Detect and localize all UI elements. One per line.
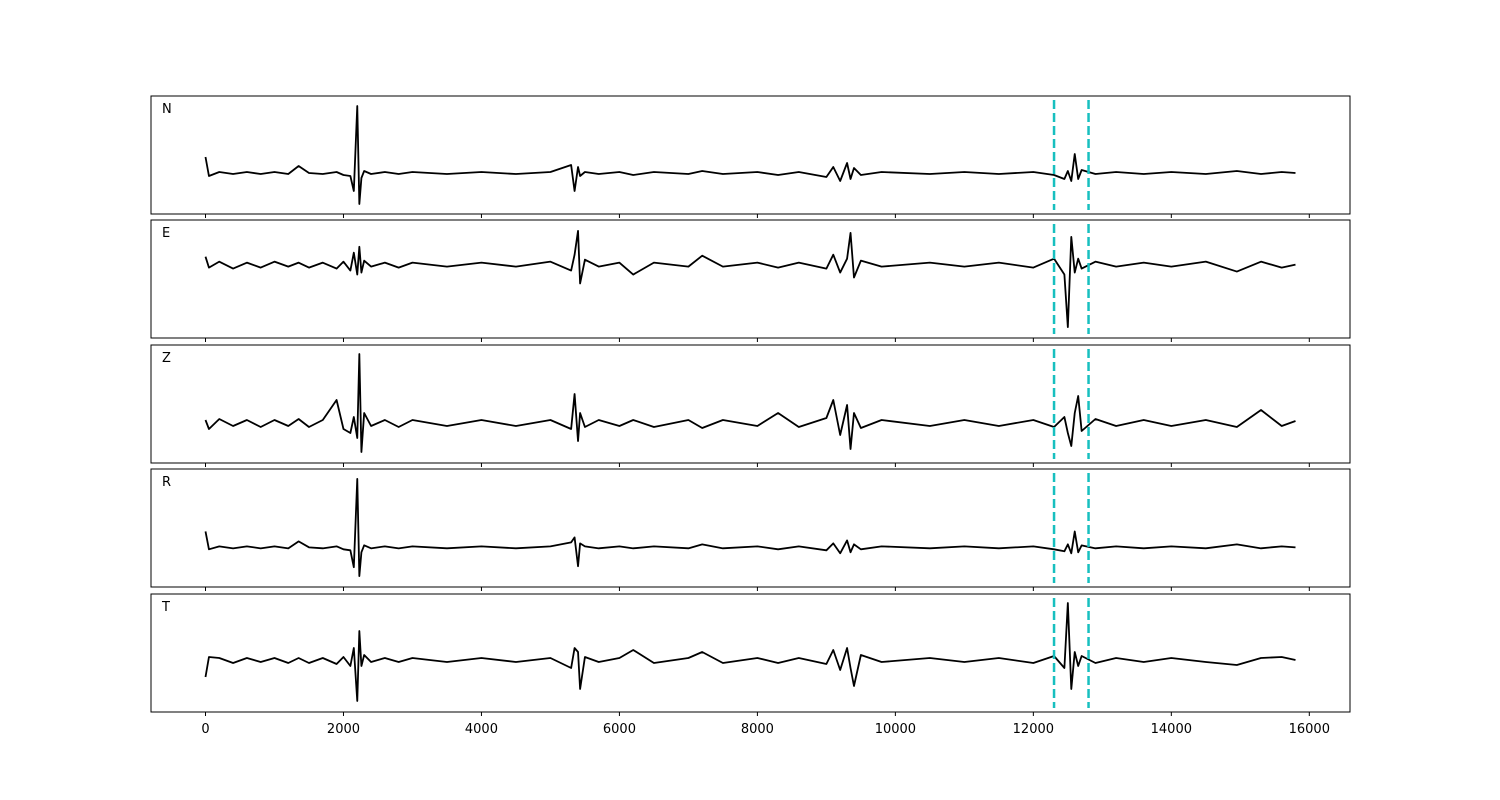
panel-label: R <box>162 475 171 490</box>
trace <box>204 602 1296 702</box>
x-tick-label: 14000 <box>1151 722 1192 737</box>
panel-frame <box>150 219 1351 339</box>
panel-frame <box>150 593 1351 713</box>
panel-label: N <box>162 102 172 117</box>
trace <box>204 353 1296 453</box>
panel-label: T <box>161 600 170 615</box>
x-tick-label: 16000 <box>1289 722 1330 737</box>
panel-label: E <box>162 226 170 241</box>
x-tick-label: 12000 <box>1013 722 1054 737</box>
trace <box>204 105 1296 205</box>
trace <box>204 478 1296 577</box>
x-tick-label: 4000 <box>465 722 498 737</box>
x-tick-label: 2000 <box>327 722 360 737</box>
x-tick-label: 6000 <box>603 722 636 737</box>
panel-label: Z <box>162 351 171 366</box>
x-tick-label: 8000 <box>741 722 774 737</box>
panel-frame <box>150 344 1351 464</box>
x-tick-label: 0 <box>201 722 209 737</box>
panel-frame <box>150 468 1351 588</box>
trace <box>204 230 1296 328</box>
panel-frame <box>150 95 1351 215</box>
x-tick-label: 10000 <box>875 722 916 737</box>
